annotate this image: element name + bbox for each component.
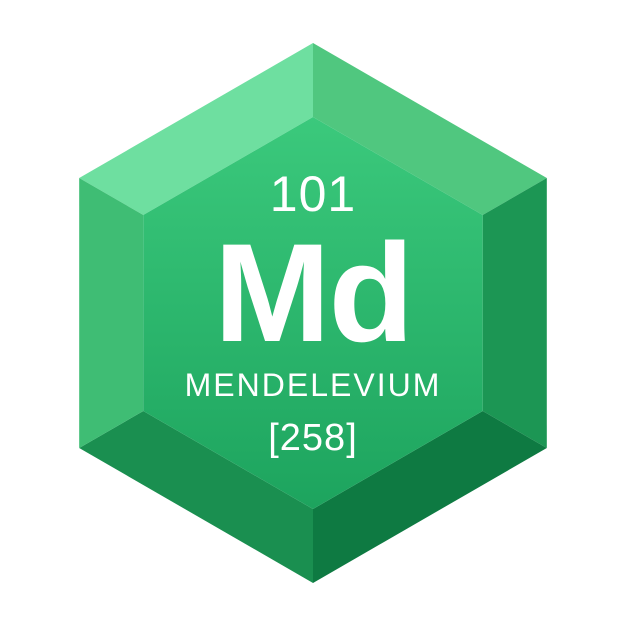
element-symbol: Md xyxy=(214,223,412,363)
atomic-mass: [258] xyxy=(268,419,358,457)
element-name: MENDELEVIUM xyxy=(185,369,442,401)
element-content: 101 Md MENDELEVIUM [258] xyxy=(43,43,583,583)
element-hexagon-tile: 101 Md MENDELEVIUM [258] xyxy=(43,43,583,583)
atomic-number: 101 xyxy=(270,169,356,219)
